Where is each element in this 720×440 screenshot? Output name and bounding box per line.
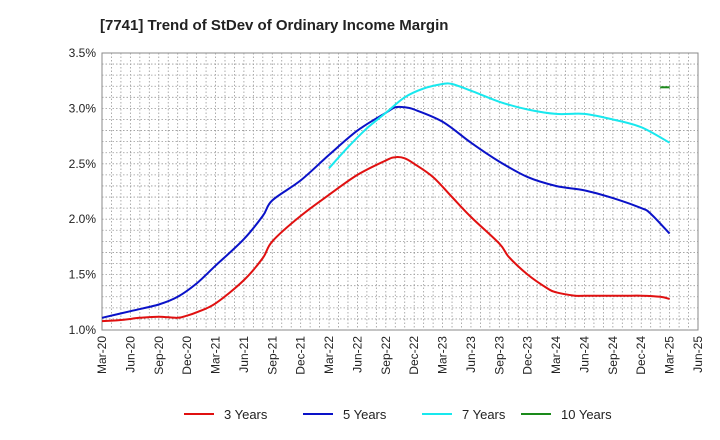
x-tick-label: Mar-24: [549, 336, 563, 374]
y-tick-label: 3.5%: [69, 46, 97, 60]
y-tick-label: 3.0%: [69, 101, 97, 115]
x-tick-label: Jun-22: [350, 336, 364, 373]
axis-layer: 1.0% 1.5% 2.0% 2.5% 3.0% 3.5% Mar-20 Jun-20 Sep-…: [69, 46, 705, 375]
x-tick-label: Sep-23: [492, 336, 506, 375]
grid-layer: [101, 52, 699, 331]
x-tick-label: Jun-25: [691, 336, 705, 373]
x-tick-label: Dec-22: [407, 336, 421, 375]
x-tick-label: Dec-21: [294, 336, 308, 375]
y-tick-label: 2.5%: [69, 157, 97, 171]
series-line-7-years: [328, 82, 671, 169]
x-tick-label: Dec-20: [180, 336, 194, 375]
legend-label-10-years: 10 Years: [561, 407, 612, 422]
x-tick-label: Mar-25: [663, 336, 677, 374]
legend-label-5-years: 5 Years: [343, 407, 387, 422]
x-tick-label: Sep-21: [265, 336, 279, 375]
x-tick-label: Dec-23: [521, 336, 535, 375]
legend-label-3-years: 3 Years: [224, 407, 268, 422]
series-line-3-years: [101, 156, 670, 323]
x-tick-label: Mar-22: [322, 336, 336, 374]
x-tick-label: Dec-24: [634, 336, 648, 375]
x-tick-label: Sep-22: [379, 336, 393, 375]
chart-title: [7741] Trend of StDev of Ordinary Income…: [100, 17, 448, 34]
series-layer: [101, 82, 671, 323]
legend-label-7-years: 7 Years: [462, 407, 506, 422]
x-tick-label: Jun-23: [464, 336, 478, 373]
x-tick-label: Mar-21: [209, 336, 223, 374]
x-tick-label: Jun-21: [237, 336, 251, 373]
y-tick-label: 1.5%: [69, 268, 97, 282]
x-tick-label: Sep-24: [606, 336, 620, 375]
x-tick-label: Mar-20: [95, 336, 109, 374]
plot-area: [101, 52, 699, 331]
x-tick-label: Sep-20: [152, 336, 166, 375]
y-tick-label: 2.0%: [69, 212, 97, 226]
y-tick-label: 1.0%: [69, 323, 97, 337]
x-tick-label: Jun-20: [123, 336, 137, 373]
x-tick-label: Jun-24: [577, 336, 591, 373]
x-tick-label: Mar-23: [436, 336, 450, 374]
legend: 3 Years 5 Years 7 Years 10 Years: [184, 407, 612, 422]
